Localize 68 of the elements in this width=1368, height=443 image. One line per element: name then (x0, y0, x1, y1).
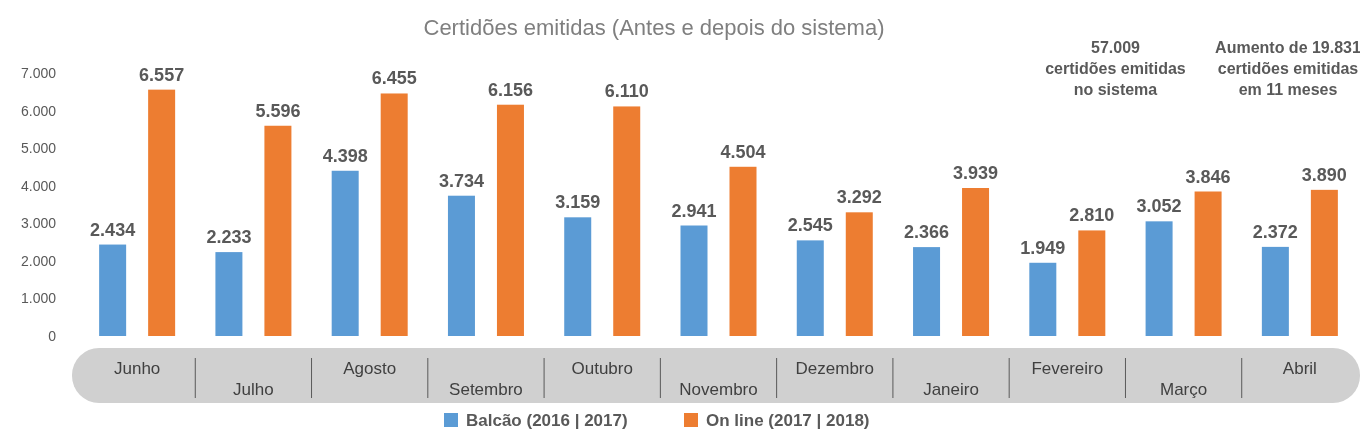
x-tick-label: Março (1159, 380, 1208, 399)
x-tick-label: Setembro (449, 380, 523, 399)
data-label: 3.890 (1301, 164, 1347, 185)
y-tick-label: 7.000 (20, 65, 57, 81)
bar (613, 106, 641, 336)
data-label: 3.846 (1185, 166, 1231, 187)
bar (1029, 262, 1057, 336)
bar (215, 252, 243, 336)
bar (564, 217, 592, 336)
data-label: 5.596 (255, 100, 301, 121)
data-label: 2.810 (1069, 205, 1115, 226)
x-tick-label: Dezembro (795, 359, 874, 378)
x-tick-label: Agosto (343, 359, 397, 378)
bar (796, 240, 824, 336)
y-tick-label: 4.000 (20, 177, 57, 194)
chart-title: Certidões emitidas (Antes e depois do sistema) (423, 15, 885, 40)
x-tick-label: Janeiro (923, 380, 979, 399)
legend-label: Balcão (2016 | 2017) (466, 411, 628, 430)
y-tick-label: 6.000 (20, 102, 57, 119)
bar (680, 225, 708, 336)
bar (845, 212, 873, 336)
x-tick-label: Julho (233, 380, 274, 399)
data-label: 2.372 (1252, 221, 1298, 242)
data-label: 6.557 (139, 64, 185, 85)
data-label: 4.504 (720, 141, 766, 162)
annotation: 57.009 certidões emitidas no sistema (1045, 39, 1186, 98)
data-label: 2.233 (206, 227, 252, 248)
data-label: 6.455 (371, 68, 417, 89)
bar (1145, 221, 1173, 336)
y-tick-label: 0 (48, 328, 57, 344)
y-tick-label: 3.000 (20, 215, 57, 232)
bar (1078, 230, 1106, 336)
data-label: 6.156 (487, 79, 533, 100)
data-label: 3.292 (836, 187, 882, 208)
bar (496, 104, 524, 336)
bar (1261, 246, 1289, 336)
bar (380, 93, 408, 336)
data-label: 2.366 (904, 222, 950, 243)
bar (913, 247, 941, 336)
bar (447, 195, 475, 336)
data-label: 2.545 (787, 215, 833, 236)
annotation: Aumento de 19.831 certidões emitidas em 11 meses (1215, 39, 1362, 98)
data-label: 6.110 (604, 81, 649, 102)
data-label: 4.398 (322, 145, 368, 166)
data-label: 3.734 (438, 170, 484, 191)
y-tick-label: 2.000 (20, 252, 57, 269)
bar (729, 166, 757, 336)
data-label: 3.159 (555, 192, 601, 213)
x-tick-label: Fevereiro (1031, 359, 1104, 378)
x-tick-label: Junho (113, 359, 161, 378)
x-tick-label: Outubro (571, 359, 633, 378)
bar (99, 244, 127, 336)
x-tick-label: Novembro (679, 380, 758, 399)
bar (962, 188, 990, 336)
data-label: 3.052 (1136, 196, 1182, 217)
data-label: 3.939 (953, 163, 999, 184)
data-label: 2.434 (90, 219, 136, 240)
bar (264, 125, 292, 336)
bar (148, 89, 176, 336)
legend-label: On line (2017 | 2018) (706, 411, 870, 430)
data-label: 2.941 (671, 200, 717, 221)
y-tick-label: 1.000 (20, 290, 57, 307)
x-tick-label: Abril (1282, 359, 1317, 378)
data-label: 1.949 (1020, 237, 1066, 258)
bar (1310, 189, 1338, 336)
bar (1194, 191, 1222, 336)
bar (331, 170, 359, 336)
y-tick-label: 5.000 (20, 140, 57, 157)
